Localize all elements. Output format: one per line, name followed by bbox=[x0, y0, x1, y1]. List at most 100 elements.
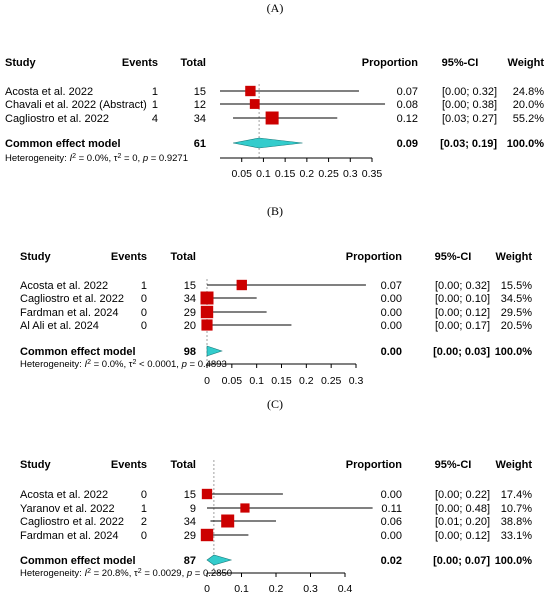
tau-symbol: τ bbox=[134, 568, 138, 579]
study-weight: 55.2% bbox=[513, 113, 544, 125]
study-events: 1 bbox=[152, 99, 158, 111]
x-tick-label: 0.05 bbox=[222, 375, 243, 387]
study-ci: [0.00; 0.12] bbox=[435, 307, 490, 319]
study-name: Cagliostro et al. 2022 bbox=[5, 113, 109, 125]
study-total: 34 bbox=[184, 516, 196, 528]
heterogeneity-text: Heterogeneity: I2 = 20.8%, τ2 = 0.0029, … bbox=[20, 568, 232, 580]
x-tick-label: 0.2 bbox=[300, 168, 315, 180]
study-square bbox=[200, 528, 214, 542]
x-tick-label: 0.15 bbox=[271, 375, 292, 387]
study-total: 9 bbox=[190, 503, 196, 515]
study-proportion: 0.00 bbox=[381, 530, 402, 542]
study-events: 1 bbox=[152, 86, 158, 98]
header-ci: 95%-CI bbox=[435, 251, 472, 263]
study-square bbox=[201, 488, 213, 500]
x-tick-label: 0.2 bbox=[299, 375, 314, 387]
i-squared-symbol: I bbox=[84, 568, 87, 579]
study-ci: [0.01; 0.20] bbox=[435, 516, 490, 528]
study-weight: 24.8% bbox=[513, 86, 544, 98]
pooled-proportion: 0.09 bbox=[397, 138, 418, 150]
pooled-weight: 100.0% bbox=[495, 346, 533, 358]
panel-label: (B) bbox=[267, 204, 283, 218]
x-tick-label: 0.25 bbox=[321, 375, 342, 387]
study-name: Acosta et al. 2022 bbox=[5, 86, 93, 98]
pooled-label: Common effect model bbox=[20, 555, 136, 567]
heterogeneity-p: = 0.9271 bbox=[148, 153, 188, 164]
study-proportion: 0.00 bbox=[381, 489, 402, 501]
tau-symbol: τ bbox=[114, 153, 118, 164]
study-events: 0 bbox=[141, 530, 147, 542]
study-name: Fardman et al. 2024 bbox=[20, 530, 118, 542]
heterogeneity-tau2: = 0.0029, bbox=[142, 568, 187, 579]
study-events: 0 bbox=[141, 307, 147, 319]
header-events: Events bbox=[122, 57, 158, 69]
study-weight: 33.1% bbox=[501, 530, 532, 542]
header-events: Events bbox=[111, 459, 147, 471]
panel-label: (C) bbox=[267, 397, 283, 411]
pooled-label: Common effect model bbox=[20, 346, 136, 358]
study-total: 34 bbox=[184, 293, 196, 305]
study-total: 15 bbox=[194, 86, 206, 98]
study-ci: [0.00; 0.38] bbox=[442, 99, 497, 111]
x-tick-label: 0.2 bbox=[269, 583, 284, 595]
study-events: 1 bbox=[141, 503, 147, 515]
study-weight: 15.5% bbox=[501, 280, 532, 292]
study-proportion: 0.00 bbox=[381, 320, 402, 332]
p-symbol: p bbox=[181, 359, 187, 370]
pooled-weight: 100.0% bbox=[507, 138, 545, 150]
study-events: 0 bbox=[141, 320, 147, 332]
i-squared-exponent: 2 bbox=[87, 568, 91, 575]
study-ci: [0.00; 0.10] bbox=[435, 293, 490, 305]
study-ci: [0.00; 0.22] bbox=[435, 489, 490, 501]
header-total: Total bbox=[181, 57, 206, 69]
study-name: Acosta et al. 2022 bbox=[20, 280, 108, 292]
x-tick-label: 0.3 bbox=[343, 168, 358, 180]
study-total: 34 bbox=[194, 113, 206, 125]
study-total: 12 bbox=[194, 99, 206, 111]
study-square bbox=[265, 111, 279, 125]
study-name: Chavali et al. 2022 (Abstract) bbox=[5, 99, 147, 111]
study-ci: [0.00; 0.32] bbox=[442, 86, 497, 98]
study-proportion: 0.00 bbox=[381, 293, 402, 305]
x-tick-label: 0.3 bbox=[349, 375, 364, 387]
pooled-total: 61 bbox=[194, 138, 206, 150]
study-weight: 10.7% bbox=[501, 503, 532, 515]
study-proportion: 0.00 bbox=[381, 307, 402, 319]
i-squared-exponent: 2 bbox=[87, 359, 91, 366]
x-tick-label: 0.4 bbox=[338, 583, 353, 595]
tau-symbol: τ bbox=[129, 359, 133, 370]
study-ci: [0.00; 0.17] bbox=[435, 320, 490, 332]
pooled-ci: [0.00; 0.03] bbox=[433, 346, 490, 358]
x-tick-label: 0 bbox=[204, 583, 210, 595]
x-tick-label: 0.35 bbox=[362, 168, 383, 180]
pooled-weight: 100.0% bbox=[495, 555, 533, 567]
tau-exponent: 2 bbox=[133, 359, 137, 366]
x-tick-label: 0.25 bbox=[318, 168, 339, 180]
header-events: Events bbox=[111, 251, 147, 263]
study-proportion: 0.08 bbox=[397, 99, 418, 111]
i-squared-exponent: 2 bbox=[72, 153, 76, 160]
heterogeneity-text: Heterogeneity: I2 = 0.0%, τ2 = 0, p = 0.… bbox=[5, 153, 188, 165]
study-name: Yaranov et al. 2022 bbox=[20, 503, 115, 515]
study-square bbox=[200, 305, 214, 319]
pooled-ci: [0.00; 0.07] bbox=[433, 555, 490, 567]
study-events: 1 bbox=[141, 280, 147, 292]
study-square bbox=[201, 319, 213, 331]
study-total: 29 bbox=[184, 530, 196, 542]
study-square bbox=[221, 514, 235, 528]
pooled-label: Common effect model bbox=[5, 138, 121, 150]
study-square bbox=[200, 291, 214, 305]
study-events: 4 bbox=[152, 113, 158, 125]
study-total: 15 bbox=[184, 280, 196, 292]
study-events: 2 bbox=[141, 516, 147, 528]
heterogeneity-i2: = 0.0%, bbox=[91, 359, 129, 370]
heterogeneity-prefix: Heterogeneity: bbox=[5, 153, 69, 164]
study-total: 20 bbox=[184, 320, 196, 332]
pooled-total: 87 bbox=[184, 555, 196, 567]
pooled-diamond bbox=[232, 137, 303, 149]
study-events: 0 bbox=[141, 293, 147, 305]
x-tick-label: 0.1 bbox=[234, 583, 249, 595]
p-symbol: p bbox=[186, 568, 192, 579]
study-proportion: 0.07 bbox=[397, 86, 418, 98]
